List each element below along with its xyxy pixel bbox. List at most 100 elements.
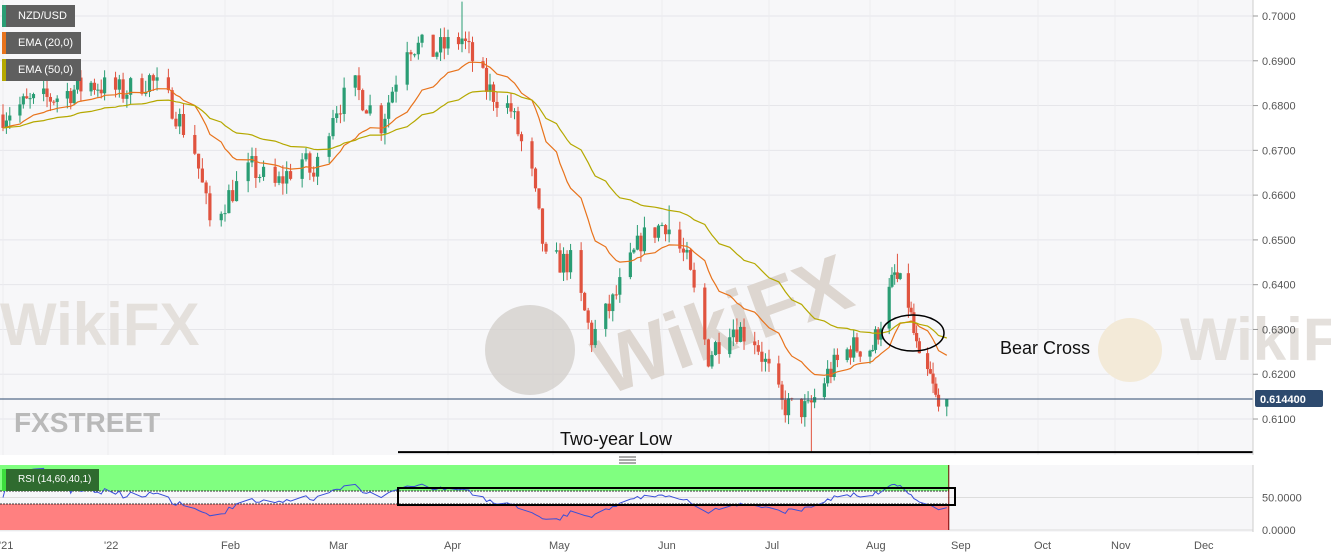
candle [420,33,424,48]
candle [394,75,398,103]
candle [174,111,178,130]
candle [28,92,32,109]
candle [760,341,764,372]
candle [312,166,316,182]
two-year-low-label: Two-year Low [560,429,673,449]
x-tick-label: Mar [329,540,348,552]
y-tick-label: 0.6700 [1262,145,1296,157]
candle [618,268,622,303]
candle [1,104,5,132]
candle [89,80,93,96]
candle [783,390,787,423]
x-tick-label: '21 [0,540,13,552]
candle [931,362,935,394]
candle [231,179,235,203]
candle [470,36,475,72]
candle [593,319,597,348]
candle [583,291,587,311]
ema-50-line [2,90,947,339]
candle [607,294,611,319]
candle [537,188,541,210]
candle [505,95,510,114]
candle [786,392,791,425]
x-tick-label: Sep [951,540,971,552]
candle [442,27,446,60]
candle [21,93,25,109]
watermark: WikiFX [1180,306,1331,373]
candle [895,253,900,283]
pane-resize-handle[interactable] [619,456,636,464]
candle [193,124,197,156]
legend-rsi[interactable]: RSI (14,60,40,1) [2,469,100,491]
candle [204,180,208,205]
y-tick-label: 0.6800 [1262,101,1296,113]
candle [614,285,618,300]
candle [540,208,545,252]
candle [945,399,949,417]
candle [871,344,875,352]
candle [544,241,548,254]
last-price-badge [1255,390,1323,407]
legend-ema-50-label: EMA (50,0) [18,64,74,76]
candle [277,171,281,186]
candle [763,353,768,372]
x-tick-label: '22 [104,540,118,552]
candle [835,348,840,368]
candle [92,78,97,95]
candle [893,264,897,285]
candle [460,1,464,53]
y-tick-label: 0.6300 [1262,324,1296,336]
candle [495,91,499,117]
candle [416,36,420,60]
candle [368,94,372,116]
candle [288,163,293,181]
candle [642,216,647,255]
candle [845,347,849,363]
x-tick-label: Jul [765,540,779,552]
candle [663,224,668,242]
candle [692,262,696,293]
candle [777,355,781,388]
candle [706,338,710,368]
candle [342,77,346,122]
legend-symbol[interactable]: NZD/USD [2,5,75,27]
candle [906,263,910,318]
x-tick-label: Aug [866,540,886,552]
candle [431,34,435,57]
candle [678,221,682,253]
y-tick-label: 0.6600 [1262,190,1296,202]
candle [181,104,186,138]
candle [868,349,872,364]
y-tick-label: 0.7000 [1262,11,1296,23]
candle [438,28,443,62]
candle [308,151,312,181]
candle [753,331,757,355]
candle [767,349,771,372]
candle [219,211,223,227]
y-tick-label: 0.6500 [1262,235,1296,247]
candle [409,49,413,62]
candle [558,243,562,273]
rsi-tick-label: 50.0000 [1262,493,1302,505]
candle [335,106,339,123]
candle [519,131,524,152]
rsi-overbought-zone [0,465,949,491]
candle [390,87,394,104]
candle [852,330,856,362]
legend-ema-20[interactable]: EMA (20,0) [2,32,82,54]
x-tick-label: Nov [1111,540,1131,552]
candle [227,184,231,214]
candle [456,32,461,50]
legend-ema-50[interactable]: EMA (50,0) [2,59,82,81]
x-tick-label: May [549,540,570,552]
candle [876,327,880,345]
candle [446,29,450,55]
candle [512,108,517,120]
candle [338,104,343,124]
candle [731,319,735,347]
candle [635,224,639,251]
candle [99,79,103,99]
candle [113,71,118,98]
candle [685,241,689,260]
candle [129,76,133,104]
